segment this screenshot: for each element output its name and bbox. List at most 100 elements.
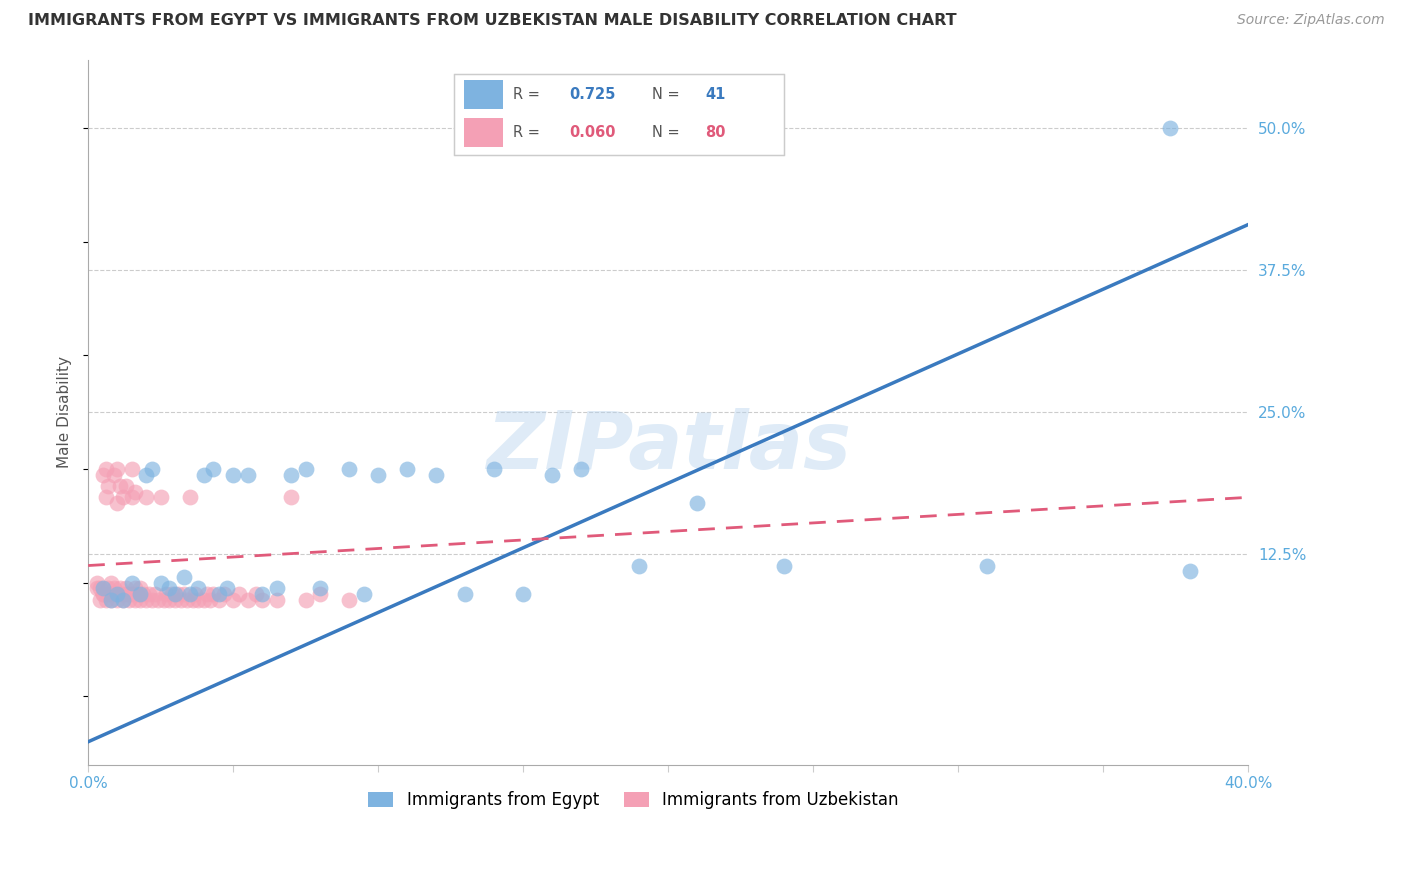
Point [115,582,138,596]
Point [108,479,131,493]
Point [132,587,155,601]
Point [124,484,146,499]
Point [187,582,209,596]
Point [121,587,143,601]
Point [124,592,146,607]
Point [127,587,149,601]
Point [1159,120,1181,135]
Point [105,462,128,476]
Point [118,587,141,601]
Legend: Immigrants from Egypt, Immigrants from Uzbekistan: Immigrants from Egypt, Immigrants from U… [361,785,905,816]
Point [135,592,157,607]
Point [250,587,273,601]
Point [97,587,120,601]
Point [143,587,166,601]
Point [157,582,180,596]
Point [184,587,207,601]
Point [198,592,221,607]
Point [484,462,506,476]
Point [97,479,120,493]
Point [569,462,592,476]
Point [100,587,122,601]
Point [512,587,534,601]
Point [1180,564,1202,578]
Point [236,592,259,607]
Point [111,587,134,601]
Point [187,592,209,607]
Point [214,587,236,601]
Point [337,462,360,476]
Point [100,592,122,607]
Point [193,592,215,607]
Point [141,592,163,607]
Point [86,582,108,596]
Point [195,587,218,601]
Point [222,592,245,607]
Point [121,462,143,476]
Point [108,587,131,601]
Point [228,587,250,601]
Point [121,575,143,590]
Point [162,587,184,601]
Point [167,587,190,601]
Point [127,587,149,601]
Point [294,462,316,476]
Point [103,587,125,601]
Point [108,582,131,596]
Point [686,496,709,510]
Text: ZIPatlas: ZIPatlas [486,409,851,486]
Point [149,491,172,505]
Point [152,592,174,607]
Point [165,592,187,607]
Point [280,491,302,505]
Point [266,592,288,607]
Point [105,496,128,510]
Point [111,592,134,607]
Text: IMMIGRANTS FROM EGYPT VS IMMIGRANTS FROM UZBEKISTAN MALE DISABILITY CORRELATION : IMMIGRANTS FROM EGYPT VS IMMIGRANTS FROM… [28,13,956,29]
Point [309,582,332,596]
Point [91,467,114,482]
Text: Source: ZipAtlas.com: Source: ZipAtlas.com [1237,13,1385,28]
Point [94,462,117,476]
Point [165,587,187,601]
Point [454,587,477,601]
Point [135,491,157,505]
Point [425,467,447,482]
Point [149,575,172,590]
Point [222,467,245,482]
Point [173,587,195,601]
Point [309,587,332,601]
Point [86,575,108,590]
Point [208,587,231,601]
Point [118,592,141,607]
Point [396,462,419,476]
Point [157,592,180,607]
Point [124,582,146,596]
Point [245,587,267,601]
Point [208,592,231,607]
Point [201,462,224,476]
Point [97,582,120,596]
Point [115,479,138,493]
Point [103,582,125,596]
Point [773,558,796,573]
Point [103,467,125,482]
Point [541,467,564,482]
Point [176,592,198,607]
Point [236,467,259,482]
Point [111,491,134,505]
Point [115,587,138,601]
Point [201,587,224,601]
Point [250,592,273,607]
Point [170,592,193,607]
Point [129,587,152,601]
Point [94,491,117,505]
Point [179,587,201,601]
Point [294,592,316,607]
Point [100,592,122,607]
Point [280,467,302,482]
Point [141,462,163,476]
Point [94,592,117,607]
Point [105,592,128,607]
Y-axis label: Male Disability: Male Disability [58,356,72,468]
